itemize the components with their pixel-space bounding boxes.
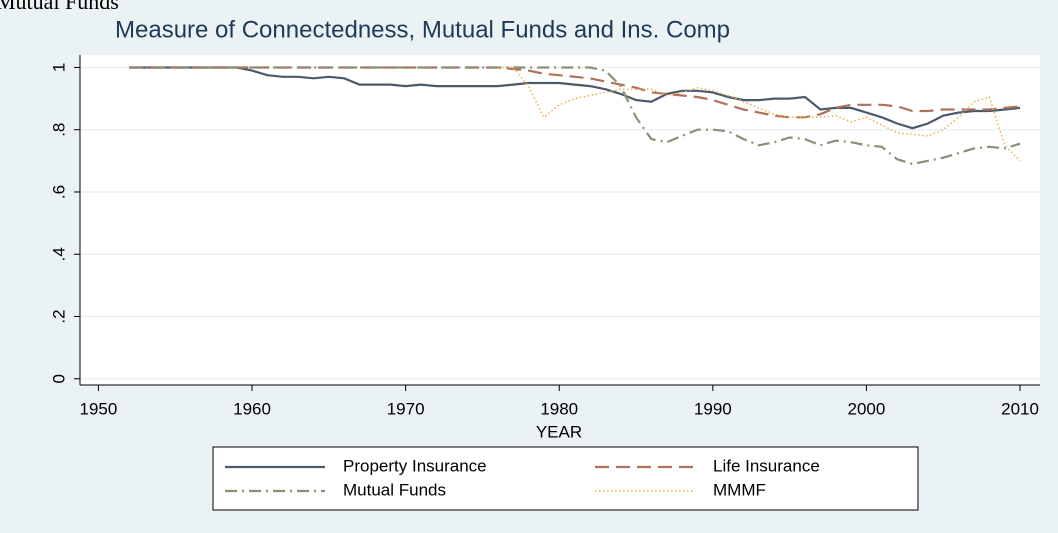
y-tick-label: .6 — [49, 185, 68, 199]
y-tick-label: .2 — [49, 309, 68, 323]
series-line — [129, 66, 1021, 166]
y-tick-label: .8 — [49, 123, 68, 137]
legend-label: Life Insurance — [713, 456, 820, 475]
x-tick-label: 1970 — [387, 399, 425, 418]
legend-label: Mutual Funds — [343, 480, 446, 499]
x-tick-label: 2010 — [1001, 399, 1039, 418]
x-tick-label: 1990 — [694, 399, 732, 418]
y-tick-label: 1 — [49, 63, 68, 72]
legend-label: Property Insurance — [343, 456, 487, 475]
x-tick-label: 2000 — [848, 399, 886, 418]
x-tick-label: 1950 — [80, 399, 118, 418]
x-tick-label: 1980 — [540, 399, 578, 418]
series-line — [497, 66, 1021, 162]
y-tick-label: .4 — [49, 247, 68, 261]
series-line — [129, 66, 1021, 130]
y-tick-label: 0 — [49, 374, 68, 383]
x-axis-label: YEAR — [536, 422, 582, 441]
plot-area — [80, 55, 1040, 385]
chart-title: Measure of Connectedness, Mutual Funds a… — [115, 16, 730, 43]
legend — [212, 446, 919, 511]
note: Mutual Funds — [0, 0, 119, 14]
legend-label: MMMF — [713, 480, 766, 499]
x-tick-label: 1960 — [233, 399, 271, 418]
